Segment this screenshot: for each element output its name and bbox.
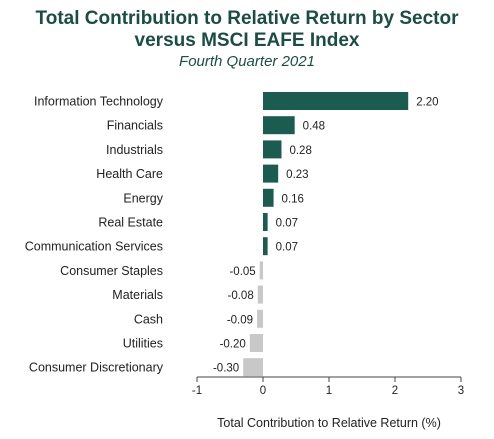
bars-group: [243, 92, 409, 377]
category-labels: Information Technology Financials Industri…: [25, 95, 164, 375]
chart-title-line-2: versus MSCI EAFE Index: [134, 30, 360, 51]
category-label: Energy: [123, 191, 163, 205]
x-tick-label: 3: [458, 385, 464, 397]
bar: [243, 358, 263, 377]
x-tick-label: -1: [192, 385, 202, 397]
bar: [263, 164, 279, 183]
bar: [257, 309, 263, 328]
value-label: 0.07: [276, 218, 298, 230]
x-axis-ticks: -1 0 1 2 3: [192, 377, 464, 397]
bar: [249, 334, 263, 352]
category-label: Communication Services: [25, 240, 163, 254]
x-tick-label: 0: [260, 385, 266, 397]
x-tick-label: 1: [326, 385, 332, 397]
value-label: 0.07: [276, 242, 298, 254]
value-labels: 2.20 0.48 0.28 0.23 0.16 0.07 0.07 -0.05 -0.08 -0…: [213, 97, 439, 375]
value-label: 0.16: [282, 193, 304, 205]
category-label: Real Estate: [98, 216, 163, 230]
category-label: Materials: [112, 288, 163, 302]
bar: [263, 140, 282, 159]
category-label: Industrials: [106, 143, 163, 157]
x-tick-label: 2: [392, 385, 398, 397]
bar: [257, 285, 263, 304]
value-label: -0.08: [228, 290, 254, 302]
value-label: -0.30: [213, 363, 239, 375]
value-label: 0.23: [286, 169, 308, 181]
value-label: 0.28: [289, 145, 311, 157]
category-label: Financials: [107, 119, 163, 133]
bar: [263, 92, 409, 110]
bar: [263, 188, 274, 207]
category-label: Information Technology: [34, 95, 164, 109]
value-label: 2.20: [416, 97, 438, 109]
category-label: Health Care: [96, 167, 163, 181]
category-label: Utilities: [123, 337, 163, 351]
x-axis-label: Total Contribution to Relative Return (%…: [217, 416, 441, 430]
bar: [263, 116, 295, 135]
bar: [259, 261, 263, 280]
value-label: -0.09: [227, 314, 253, 326]
bar: [263, 213, 268, 231]
chart-title-line-1: Total Contribution to Relative Return by…: [35, 8, 459, 29]
category-label: Consumer Discretionary: [29, 361, 164, 375]
category-label: Cash: [134, 312, 163, 326]
value-label: 0.48: [303, 121, 325, 133]
value-label: -0.05: [229, 266, 255, 278]
bar: [263, 237, 268, 256]
category-label: Consumer Staples: [60, 264, 163, 278]
chart-subtitle: Fourth Quarter 2021: [179, 53, 315, 70]
value-label: -0.20: [220, 339, 246, 351]
